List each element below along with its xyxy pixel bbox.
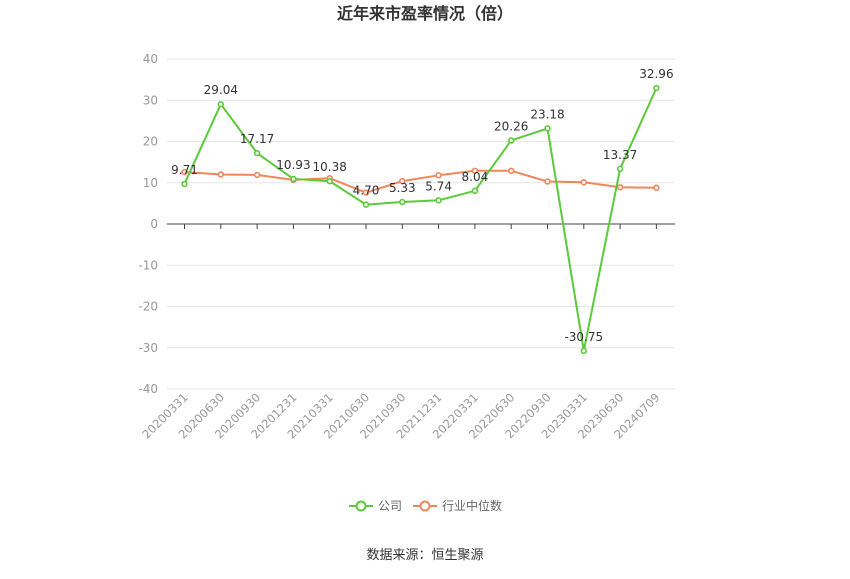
company-data-label: 5.74 — [425, 179, 452, 193]
industry-data-point — [580, 179, 587, 186]
data-source-text: 数据来源：恒生聚源 — [366, 548, 483, 563]
company-data-label: 10.93 — [276, 158, 310, 172]
industry-data-point — [181, 168, 188, 176]
industry-data-point — [399, 177, 406, 185]
company-data-label: 9.71 — [171, 163, 198, 177]
company-data-point — [326, 177, 333, 185]
chart-title: 近年来市盈率情况（倍） — [337, 4, 513, 23]
company-data-label: -30.75 — [564, 330, 603, 344]
company-data-label: 13.37 — [603, 148, 637, 162]
industry-data-point — [544, 178, 551, 185]
industry-data-point — [471, 167, 479, 174]
y-tick-label: 20 — [143, 135, 158, 149]
company-data-point — [181, 180, 188, 188]
company-data-point — [362, 201, 370, 208]
company-data-point — [471, 187, 479, 195]
legend-item-industry-median[interactable]: 行业中位数 — [413, 498, 502, 513]
y-tick-label: -10 — [138, 258, 158, 272]
company-data-point — [508, 137, 515, 144]
y-tick-label: -20 — [138, 300, 158, 314]
company-data-point — [544, 125, 551, 132]
company-data-point — [653, 84, 660, 92]
y-tick-label: 40 — [143, 52, 158, 66]
company-data-point — [290, 175, 297, 183]
company-data-label: 23.18 — [530, 107, 564, 121]
company-data-point — [217, 101, 225, 108]
y-tick-label: -40 — [138, 382, 158, 396]
company-data-point — [616, 165, 624, 173]
company-data-label: 32.96 — [639, 67, 673, 81]
y-tick-label: -30 — [138, 341, 158, 355]
y-tick-label: 10 — [143, 176, 158, 190]
company-data-point — [580, 347, 587, 355]
industry-data-point — [616, 184, 624, 191]
y-tick-label: 0 — [150, 217, 158, 231]
grid-layer — [167, 58, 675, 390]
legend-marker-icon — [419, 500, 431, 512]
legend[interactable]: 公司 行业中位数 — [349, 498, 502, 513]
industry-data-point — [435, 172, 442, 179]
company-data-label: 29.04 — [204, 83, 238, 97]
industry-data-point — [653, 184, 660, 191]
legend-label: 行业中位数 — [442, 498, 502, 513]
company-data-point — [399, 198, 406, 206]
company-data-label: 20.26 — [494, 119, 528, 133]
company-data-label: 17.17 — [240, 132, 274, 146]
legend-label: 公司 — [378, 499, 402, 513]
industry-data-point — [217, 171, 225, 178]
industry-data-point — [362, 189, 370, 196]
company-data-label: 10.38 — [313, 160, 347, 174]
company-data-point — [253, 149, 261, 157]
series-layer — [181, 84, 660, 355]
company-data-label: 8.04 — [462, 170, 489, 184]
industry-data-point — [253, 171, 261, 179]
y-tick-label: 30 — [143, 93, 158, 107]
company-data-label: 5.33 — [389, 181, 416, 195]
industry-data-point — [508, 167, 515, 174]
company-pe-line — [183, 87, 658, 352]
company-data-label: 4.70 — [353, 184, 380, 198]
industry-median-line — [184, 169, 657, 194]
legend-marker-icon — [355, 500, 367, 512]
company-data-point — [435, 197, 442, 204]
legend-item-company[interactable]: 公司 — [349, 499, 402, 513]
